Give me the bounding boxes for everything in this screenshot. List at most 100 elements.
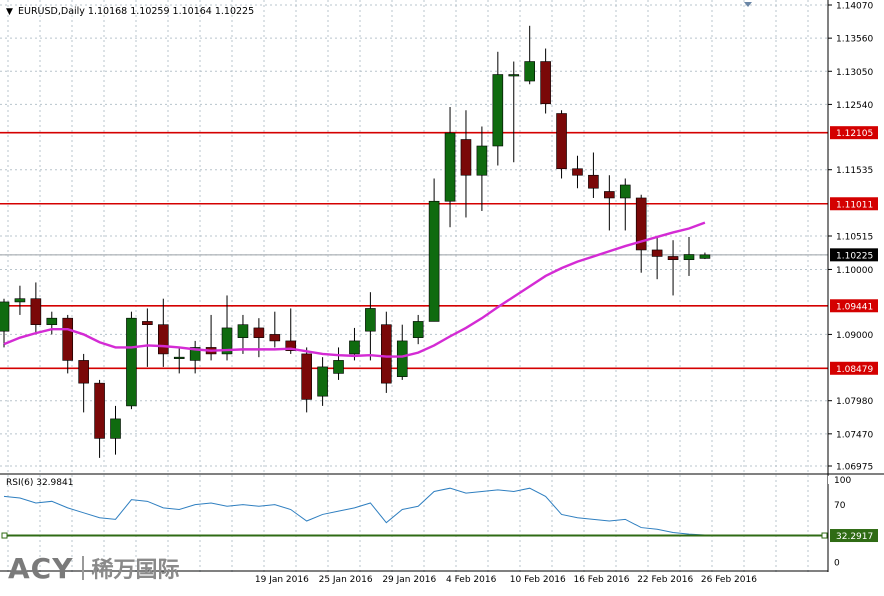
- current-price-badge: 1.10225: [830, 248, 878, 261]
- candle-body: [572, 168, 583, 176]
- bull-candle: [237, 314, 249, 354]
- bull-candle: [428, 178, 440, 322]
- bear-candle: [78, 353, 89, 413]
- date-tick-label: 16 Feb 2016: [573, 575, 629, 585]
- bear-candle: [651, 236, 663, 280]
- badge-background: [830, 361, 878, 375]
- bear-candle: [301, 347, 312, 413]
- candle-body: [381, 324, 392, 384]
- rsi-scale-label: 70: [834, 501, 846, 511]
- badge-label: 1.08479: [836, 365, 873, 375]
- bear-candle: [604, 175, 615, 231]
- candle-body: [540, 61, 551, 105]
- bear-candle: [269, 311, 281, 348]
- bull-candle: [508, 61, 520, 163]
- candle-body: [476, 145, 488, 176]
- candle-body: [396, 340, 408, 377]
- candle-body: [142, 321, 153, 325]
- bear-candle: [460, 110, 472, 218]
- candle-body: [460, 139, 472, 176]
- candle-body: [683, 254, 695, 261]
- rsi-level-handle-left[interactable]: [1, 532, 8, 539]
- candle-body: [110, 418, 121, 439]
- price-tick-label: 1.07980: [836, 397, 873, 407]
- candle-body: [508, 74, 520, 77]
- candle-body: [333, 360, 344, 374]
- price-tick-label: 1.13560: [836, 35, 873, 45]
- rsi-level-handle-right[interactable]: [821, 532, 828, 539]
- bear-candle: [635, 194, 647, 273]
- bull-candle: [396, 324, 408, 380]
- candle-body: [651, 249, 663, 257]
- candle-body: [635, 197, 647, 251]
- rsi-line: [3, 487, 705, 536]
- candle-body: [604, 191, 615, 199]
- bull-candle: [444, 107, 456, 228]
- date-tick-label: 10 Feb 2016: [510, 575, 566, 585]
- bull-candle: [46, 311, 58, 335]
- price-tick-label: 1.06975: [836, 463, 873, 473]
- rsi-scale-label-top: 100: [834, 476, 851, 486]
- bull-candle: [173, 347, 185, 374]
- bull-candle: [699, 252, 711, 260]
- logo-divider: [81, 556, 84, 580]
- candle-body: [699, 254, 711, 259]
- bear-candle: [142, 308, 153, 367]
- candle-body: [365, 308, 376, 332]
- candle-body: [619, 184, 631, 199]
- bear-candle: [62, 314, 74, 374]
- badge-background: [830, 248, 878, 262]
- badge-label: 1.09441: [836, 302, 873, 312]
- candle-body: [46, 317, 58, 325]
- badge-background: [830, 299, 878, 313]
- shift-marker-icon[interactable]: [744, 2, 752, 7]
- chart-menu-icon[interactable]: ▼: [6, 7, 13, 17]
- candlesticks: [0, 25, 711, 458]
- moving-average-line: [3, 221, 706, 358]
- candle-body: [556, 113, 567, 170]
- badge-background: [830, 197, 878, 211]
- candle-body: [237, 324, 249, 338]
- horizontal-levels[interactable]: [0, 131, 828, 370]
- rsi-indicator: [1, 487, 828, 539]
- badge-background: [830, 126, 878, 140]
- candle-body: [444, 132, 456, 202]
- chart-title: EURUSD,Daily 1.10168 1.10259 1.10164 1.1…: [18, 6, 254, 17]
- level-price-badge: 1.11011: [830, 197, 878, 211]
- watermark-logo: ACY 稀万国际: [8, 548, 228, 588]
- candle-body: [221, 327, 233, 355]
- candle-body: [94, 382, 105, 439]
- badge-label: 32.2917: [836, 532, 873, 542]
- candle-body: [428, 200, 440, 322]
- bull-candle: [412, 314, 424, 345]
- candle-body: [301, 353, 312, 400]
- candle-body: [14, 298, 26, 303]
- candle-body: [317, 366, 328, 397]
- price-axis-labels: 1.14070 1.13560 1.13050 1.12540 1.11535 1.105…: [828, 2, 873, 473]
- bear-candle: [94, 379, 105, 458]
- candle-body: [62, 317, 74, 361]
- level-price-badge: 1.09441: [830, 299, 878, 313]
- bull-candle: [492, 51, 504, 166]
- candle-body: [253, 327, 265, 338]
- candle-body: [524, 61, 535, 82]
- candle-body: [30, 298, 42, 325]
- bull-candle: [0, 298, 10, 348]
- bear-candle: [540, 48, 551, 114]
- badge-label: 1.11011: [836, 200, 873, 210]
- badge-background: [830, 529, 878, 543]
- bull-candle: [476, 126, 488, 211]
- candle-body: [269, 334, 281, 342]
- candle-body: [158, 324, 169, 355]
- bull-candle: [524, 25, 535, 85]
- price-tick-label: 1.13050: [836, 68, 873, 78]
- bear-candle: [556, 110, 567, 179]
- candle-body: [0, 301, 10, 332]
- brand-logo: ACY: [8, 551, 74, 585]
- bear-candle: [572, 155, 583, 189]
- bull-candle: [14, 285, 26, 315]
